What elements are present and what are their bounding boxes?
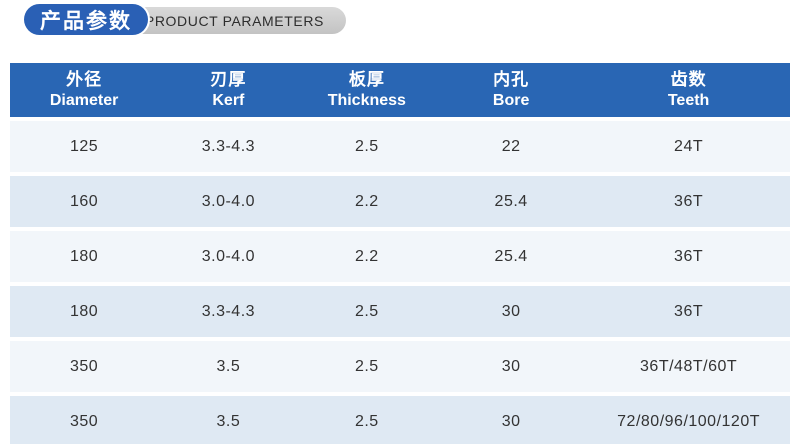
cell-kerf: 3.3-4.3 — [158, 286, 299, 337]
parameters-table: 外径 Diameter 刃厚 Kerf 板厚 Thickness 内孔 Bore — [10, 59, 790, 444]
cell-teeth: 36T — [587, 176, 790, 227]
cell-diameter: 180 — [10, 286, 159, 337]
cell-diameter: 125 — [10, 121, 159, 172]
col-header-kerf: 刃厚 Kerf — [158, 63, 299, 117]
cell-diameter: 350 — [10, 396, 159, 444]
table-row: 125 3.3-4.3 2.5 22 24T — [10, 121, 790, 172]
col-header-diameter-en: Diameter — [49, 92, 119, 110]
cell-thickness: 2.5 — [298, 286, 436, 337]
col-header-bore-en: Bore — [492, 92, 530, 110]
cell-diameter: 350 — [10, 341, 159, 392]
cell-bore: 22 — [435, 121, 588, 172]
cell-thickness: 2.5 — [298, 121, 436, 172]
col-header-thickness-zh: 板厚 — [348, 69, 385, 89]
col-header-teeth-en: Teeth — [667, 92, 710, 110]
cell-thickness: 2.5 — [298, 341, 436, 392]
cell-diameter: 180 — [10, 231, 159, 282]
table-row: 350 3.5 2.5 30 36T/48T/60T — [10, 341, 790, 392]
col-header-kerf-zh: 刃厚 — [210, 69, 247, 89]
title-en-label: PRODUCT PARAMETERS — [144, 12, 324, 29]
cell-bore: 25.4 — [435, 231, 588, 282]
cell-kerf: 3.3-4.3 — [158, 121, 299, 172]
table-row: 350 3.5 2.5 30 72/80/96/100/120T — [10, 396, 790, 444]
table-row: 180 3.0-4.0 2.2 25.4 36T — [10, 231, 790, 282]
cell-kerf: 3.5 — [158, 341, 299, 392]
cell-diameter: 160 — [10, 176, 159, 227]
col-header-diameter: 外径 Diameter — [10, 63, 159, 117]
cell-bore: 30 — [435, 341, 588, 392]
cell-bore: 30 — [435, 396, 588, 444]
cell-thickness: 2.2 — [298, 176, 436, 227]
cell-teeth: 24T — [587, 121, 790, 172]
parameters-table-container: 外径 Diameter 刃厚 Kerf 板厚 Thickness 内孔 Bore — [10, 59, 790, 444]
table-row: 160 3.0-4.0 2.2 25.4 36T — [10, 176, 790, 227]
col-header-bore: 内孔 Bore — [435, 63, 588, 117]
table-row: 180 3.3-4.3 2.5 30 36T — [10, 286, 790, 337]
cell-kerf: 3.5 — [158, 396, 299, 444]
cell-kerf: 3.0-4.0 — [158, 231, 299, 282]
cell-bore: 30 — [435, 286, 588, 337]
cell-kerf: 3.0-4.0 — [158, 176, 299, 227]
col-header-bore-zh: 内孔 — [493, 69, 530, 89]
cell-thickness: 2.5 — [298, 396, 436, 444]
cell-teeth: 36T/48T/60T — [587, 341, 790, 392]
col-header-kerf-en: Kerf — [212, 92, 245, 110]
col-header-thickness-en: Thickness — [327, 92, 406, 110]
cell-teeth: 72/80/96/100/120T — [587, 396, 790, 444]
col-header-thickness: 板厚 Thickness — [298, 63, 436, 117]
table-header-row: 外径 Diameter 刃厚 Kerf 板厚 Thickness 内孔 Bore — [10, 63, 790, 117]
col-header-teeth: 齿数 Teeth — [587, 63, 790, 117]
cell-thickness: 2.2 — [298, 231, 436, 282]
col-header-diameter-zh: 外径 — [66, 69, 103, 89]
cell-bore: 25.4 — [435, 176, 588, 227]
cell-teeth: 36T — [587, 231, 790, 282]
cell-teeth: 36T — [587, 286, 790, 337]
title-zh-badge: 产品参数 — [24, 4, 148, 35]
col-header-teeth-zh: 齿数 — [670, 69, 707, 89]
